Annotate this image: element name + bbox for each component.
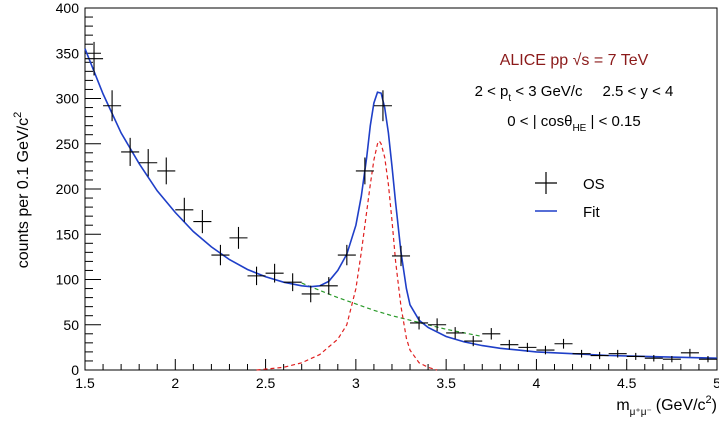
data-point bbox=[428, 318, 447, 332]
data-point bbox=[229, 226, 248, 249]
y-axis-label-sup: 2 bbox=[12, 112, 24, 118]
x-tick-label: 2 bbox=[171, 375, 179, 391]
data-point bbox=[193, 209, 212, 234]
data-point bbox=[247, 266, 266, 286]
x-tick-label: 2.5 bbox=[256, 375, 276, 391]
data-point bbox=[355, 157, 374, 185]
legend-os-marker bbox=[535, 172, 557, 194]
x-axis: 1.5 2 2.5 3 3.5 4 4.5 5 bbox=[75, 359, 719, 391]
annotation-kinematics: 2 < pt < 3 GeV/c 2.5 < y < 4 bbox=[475, 83, 674, 104]
data-point bbox=[698, 356, 717, 363]
x-tick-label: 4 bbox=[533, 375, 541, 391]
y-tick-label: 0 bbox=[71, 362, 79, 378]
legend-fit-label: Fit bbox=[583, 204, 600, 221]
fit-curve bbox=[84, 48, 718, 359]
data-point bbox=[572, 349, 591, 358]
data-point bbox=[337, 244, 356, 266]
y-tick-label: 400 bbox=[56, 0, 80, 16]
data-point bbox=[464, 335, 483, 347]
annotation-alice: ALICE pp √s = 7 TeV bbox=[500, 52, 649, 69]
x-axis-label-unit-sup: 2 bbox=[706, 394, 712, 406]
data-point bbox=[482, 328, 501, 340]
annotation-pt: 2 < p bbox=[475, 83, 509, 100]
x-tick-label: 5 bbox=[713, 375, 719, 391]
data-point bbox=[590, 351, 609, 360]
y-tick-label: 300 bbox=[56, 91, 80, 107]
data-point bbox=[626, 352, 645, 360]
data-point bbox=[373, 90, 392, 122]
y-tick-label: 250 bbox=[56, 136, 80, 152]
annotation-costheta: 0 < | cosθHE | < 0.15 bbox=[507, 113, 640, 134]
x-tick-label: 1.5 bbox=[75, 375, 95, 391]
annotation-costheta-range: | < 0.15 bbox=[586, 113, 640, 130]
y-tick-label: 200 bbox=[56, 181, 80, 197]
data-point bbox=[139, 149, 158, 177]
series-layer bbox=[84, 41, 718, 371]
data-point bbox=[301, 285, 320, 303]
data-point bbox=[644, 354, 663, 362]
x-axis-label-unit-close: ) bbox=[712, 397, 717, 414]
y-tick-label: 150 bbox=[56, 226, 80, 242]
data-point bbox=[662, 356, 681, 363]
y-tick-label: 50 bbox=[63, 317, 79, 333]
y-axis-label: counts per 0.1 GeV/c2 bbox=[12, 112, 32, 268]
x-tick-label: 3 bbox=[352, 375, 360, 391]
annotation-costheta-text: 0 < | cosθ bbox=[507, 113, 572, 130]
background-curve bbox=[301, 282, 483, 338]
data-point bbox=[608, 349, 627, 358]
data-point bbox=[211, 244, 230, 266]
data-point bbox=[283, 273, 302, 292]
annotation-pt-range: < 3 GeV/c bbox=[511, 83, 583, 100]
y-tick-label: 350 bbox=[56, 45, 80, 61]
x-axis-label: mμ⁺μ⁻ (GeV/c2) bbox=[616, 394, 717, 418]
data-point bbox=[157, 157, 176, 185]
data-point bbox=[446, 327, 465, 339]
y-axis-label-text: counts per 0.1 GeV/c bbox=[15, 118, 32, 268]
x-tick-label: 4.5 bbox=[617, 375, 637, 391]
y-axis: 0 50 100 150 200 250 300 350 400 bbox=[56, 0, 101, 378]
signal-curve bbox=[256, 139, 438, 371]
x-axis-label-sub: μ⁺μ⁻ bbox=[630, 407, 652, 418]
data-point bbox=[536, 345, 555, 355]
data-point bbox=[554, 338, 573, 349]
x-axis-label-unit: (GeV/c bbox=[656, 397, 706, 414]
data-point bbox=[121, 137, 140, 166]
legend-os-label: OS bbox=[583, 176, 605, 193]
annotation-costheta-sub: HE bbox=[572, 123, 586, 134]
data-point bbox=[410, 316, 429, 330]
x-tick-label: 3.5 bbox=[436, 375, 456, 391]
data-point bbox=[391, 245, 411, 267]
data-point bbox=[85, 41, 104, 76]
data-point bbox=[175, 197, 194, 222]
annotation-pt-sub: t bbox=[508, 93, 511, 104]
data-point bbox=[103, 90, 122, 122]
data-point bbox=[518, 342, 537, 352]
y-tick-label: 100 bbox=[56, 272, 80, 288]
data-point bbox=[265, 263, 284, 283]
data-point bbox=[680, 348, 699, 357]
annotation-rapidity: 2.5 < y < 4 bbox=[602, 83, 673, 100]
data-point bbox=[500, 339, 519, 350]
x-axis-label-text: m bbox=[616, 397, 629, 414]
legend: OS Fit bbox=[535, 172, 605, 221]
data-point bbox=[319, 277, 338, 295]
